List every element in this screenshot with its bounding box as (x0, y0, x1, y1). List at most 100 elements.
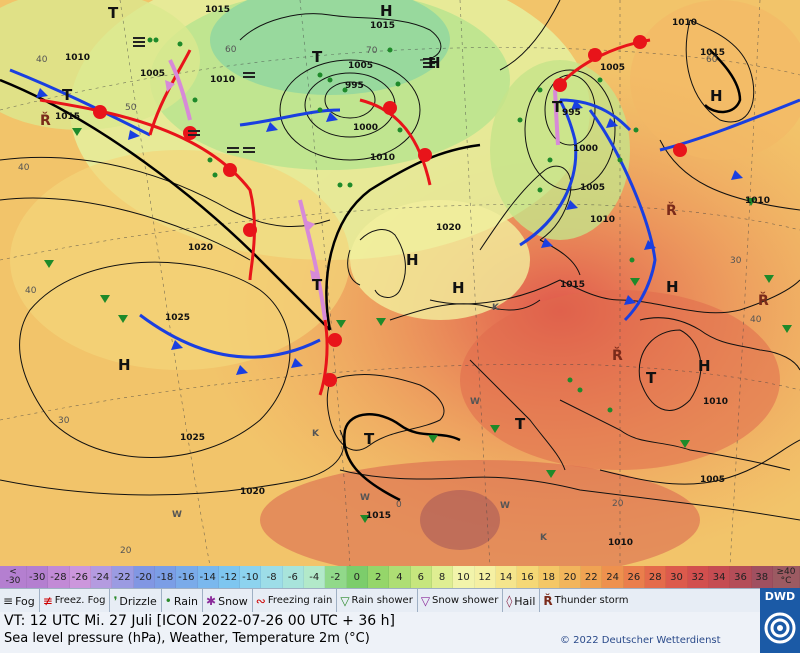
temperature-label: 30 (58, 416, 70, 426)
pressure-label: 1005 (348, 61, 373, 71)
dwd-swirl-icon (764, 612, 796, 644)
pressure-label: 995 (345, 81, 364, 91)
copyright: © 2022 Deutscher Wetterdienst (560, 635, 721, 646)
scale-cell: -20 (133, 566, 155, 588)
weather-symbols (44, 37, 792, 523)
scale-cell: -12 (218, 566, 241, 588)
svg-text:W: W (360, 493, 370, 503)
low-centre: T (62, 86, 73, 104)
high-centre: H (428, 54, 441, 72)
pressure-label: 1005 (580, 183, 605, 193)
legend-thunderstorm: Ř Thunder storm (543, 594, 629, 608)
high-centre: H (406, 251, 419, 269)
svg-text:Ř: Ř (612, 347, 623, 364)
thunderstorm-symbols: Ř Ř Ř Ř (40, 112, 769, 364)
scale-cell: 6 (410, 566, 432, 588)
scale-cell: 14 (495, 566, 518, 588)
pressure-label: 1010 (608, 538, 633, 548)
scale-cell: -22 (112, 566, 134, 588)
isobar-1015 (0, 49, 742, 502)
graticule (0, 0, 800, 566)
coastlines (239, 13, 800, 521)
freezing-fog-icon: ≢ (42, 594, 53, 608)
scale-cell: -18 (154, 566, 177, 588)
scale-cell: 30 (666, 566, 688, 588)
temperature-label: 20 (120, 546, 132, 556)
snow-shower-icon: ▽ (420, 594, 431, 608)
pressure-label: 1015 (366, 511, 391, 521)
low-centre: T (515, 415, 526, 433)
legend-hail: ◊ Hail (503, 589, 541, 613)
pressure-label: 1010 (590, 215, 615, 225)
temperature-label: 0 (396, 500, 402, 510)
legend-freezing-rain: ∾ Freezing rain (253, 589, 338, 613)
scale-cell: 18 (538, 566, 560, 588)
scale-cell: 2 (368, 566, 390, 588)
scale-cell: 0 (346, 566, 368, 588)
svg-text:Ř: Ř (758, 292, 769, 309)
legend-drizzle: ❜ Drizzle (110, 589, 162, 613)
scale-cell: 34 (709, 566, 731, 588)
pressure-label: 1025 (180, 433, 205, 443)
scale-cell: 24 (602, 566, 624, 588)
temperature-label: 20 (612, 499, 624, 509)
svg-text:W: W (500, 501, 510, 511)
scale-cell: -4 (304, 566, 326, 588)
rain-shower-icon: ▽ (340, 594, 350, 608)
temperature-label: 70 (366, 46, 378, 56)
svg-text:K: K (540, 533, 548, 543)
pressure-labels: 1015 1015 1010 1005 1010 995 1000 1005 1… (55, 5, 770, 548)
temperature-scale: < -30 -30 -28 -26 -24 -22 -20 -18 -16 -14 -12 -10-… (0, 566, 800, 588)
low-centre: T (364, 430, 375, 448)
rain-icon: • (164, 594, 172, 608)
pressure-label: 1010 (370, 153, 395, 163)
pressure-label: 1020 (436, 223, 461, 233)
pressure-centres: T H H T T T H H H T H H H T T T (62, 2, 723, 448)
svg-text:K: K (492, 303, 500, 313)
legend-rain-shower: ▽ Rain shower (337, 589, 418, 613)
scale-cell: -16 (176, 566, 198, 588)
valid-time: VT: 12 UTC Mi. 27 Juli [ICON 2022-07-26 … (4, 613, 395, 629)
temperature-label: 40 (18, 163, 30, 173)
scale-cell: 22 (581, 566, 603, 588)
pressure-label: 1015 (55, 112, 80, 122)
footer (0, 612, 760, 653)
drizzle-icon: ❜ (113, 594, 118, 608)
temperature-labels: 60 50 40 40 30 20 30 40 40 20 70 0 60 (18, 45, 762, 556)
fog-icon: ≡ (3, 594, 14, 608)
legend-snow: ✱ Snow (203, 589, 253, 613)
pressure-label: 1010 (210, 75, 235, 85)
temperature-label: 50 (125, 103, 137, 113)
scale-cell: 20 (559, 566, 582, 588)
fronts (9, 35, 800, 396)
weather-letters: K K K W W W W (172, 303, 548, 543)
pressure-label: 1015 (370, 21, 395, 31)
pressure-label: 995 (562, 108, 581, 118)
svg-text:W: W (172, 510, 182, 520)
scale-cell: 32 (687, 566, 709, 588)
temperature-label: 40 (750, 315, 762, 325)
hail-icon: ◊ (506, 594, 513, 608)
svg-text:K: K (312, 429, 320, 439)
pressure-label: 1015 (560, 280, 585, 290)
scale-cell: -8 (261, 566, 283, 588)
scale-cell: 12 (474, 566, 496, 588)
temperature-label: 40 (36, 55, 48, 65)
high-centre: H (666, 278, 679, 296)
thunderstorm-icon: Ř (543, 594, 553, 608)
dwd-logo[interactable]: DWD (760, 588, 800, 653)
scale-cell: -14 (197, 566, 219, 588)
scale-cell: -10 (240, 566, 262, 588)
scale-cell: -24 (90, 566, 113, 588)
pressure-label: 1000 (573, 144, 598, 154)
scale-cell: 4 (389, 566, 411, 588)
scale-cell: -6 (282, 566, 305, 588)
scale-cell: 16 (517, 566, 539, 588)
pressure-label: 1010 (703, 397, 728, 407)
scale-cell: -26 (69, 566, 91, 588)
pressure-label: 1020 (188, 243, 213, 253)
high-centre: H (452, 279, 465, 297)
low-centre: T (646, 369, 657, 387)
scale-cell: 36 (730, 566, 752, 588)
temperature-label: 30 (730, 256, 742, 266)
